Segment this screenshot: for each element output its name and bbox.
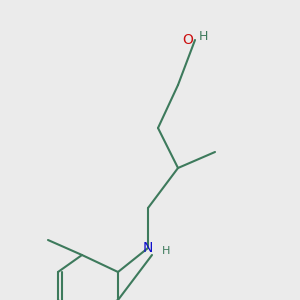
Text: N: N — [143, 241, 153, 255]
Text: H: H — [162, 246, 170, 256]
Text: O: O — [183, 33, 194, 47]
Text: H: H — [198, 29, 208, 43]
